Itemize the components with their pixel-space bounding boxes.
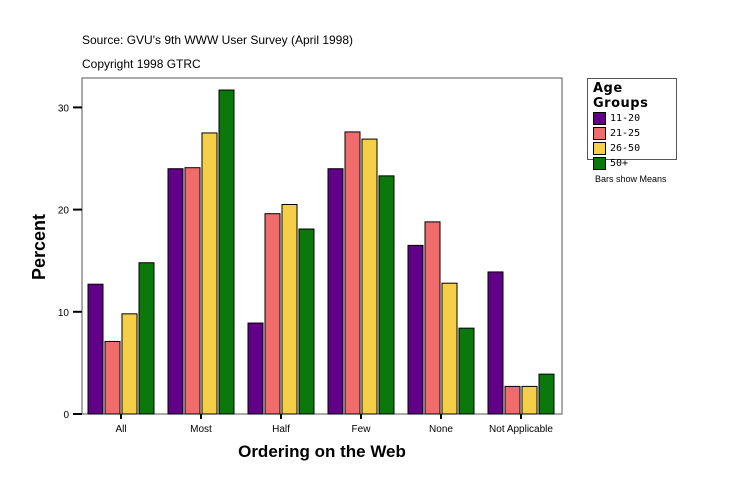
x-axis-label: Ordering on the Web <box>238 442 406 461</box>
legend-item: 26-50 <box>593 141 676 156</box>
legend-swatch <box>593 127 606 140</box>
bar-26-50-all <box>121 313 138 415</box>
plot-frame <box>81 77 563 415</box>
bar-11-20-all <box>87 283 104 415</box>
bar-50+-none <box>458 327 475 415</box>
bar-50+-half <box>298 228 315 415</box>
copyright-line: Copyright 1998 GTRC <box>82 57 201 71</box>
legend-swatch <box>593 157 606 170</box>
bar-21-25-half <box>264 213 281 415</box>
bar-26-50-most <box>201 132 218 415</box>
legend-swatch <box>593 142 606 155</box>
bar-50+-all <box>138 262 155 415</box>
x-tick-label: Most <box>190 424 212 435</box>
source-line: Source: GVU's 9th WWW User Survey (April… <box>82 33 354 47</box>
bar-11-20-not-applicable <box>487 271 504 415</box>
legend-item: 21-25 <box>593 126 676 141</box>
x-tick-label: Half <box>272 424 290 435</box>
bar-50+-most <box>218 89 235 415</box>
legend-item: 50+ <box>593 156 676 171</box>
bar-21-25-most <box>184 167 201 415</box>
bar-50+-not-applicable <box>538 373 555 415</box>
x-tick-label: All <box>115 424 126 435</box>
bar-21-25-few <box>344 131 361 415</box>
bar-26-50-half <box>281 203 298 415</box>
y-tick-label: 20 <box>58 206 70 217</box>
bars-note: Bars show Means <box>595 174 667 184</box>
legend-item: 11-20 <box>593 111 676 126</box>
bar-11-20-few <box>327 168 344 415</box>
y-tick-label: 0 <box>63 410 69 421</box>
y-tick-label: 10 <box>58 308 70 319</box>
legend-label: 26-50 <box>610 143 641 154</box>
legend-title: Age Groups <box>593 81 649 111</box>
bar-11-20-half <box>247 322 264 415</box>
bar-26-50-few <box>361 138 378 415</box>
legend-swatch <box>593 112 606 125</box>
x-tick-label: Few <box>352 424 372 435</box>
bar-21-25-all <box>104 340 121 415</box>
y-tick-label: 30 <box>58 103 70 114</box>
legend-label: 50+ <box>610 158 629 169</box>
x-tick-label: Not Applicable <box>489 424 553 435</box>
legend-label: 21-25 <box>610 128 641 139</box>
bar-50+-few <box>378 175 395 415</box>
y-axis-label: Percent <box>29 214 49 280</box>
bar-26-50-not-applicable <box>521 385 538 415</box>
x-tick-label: None <box>429 424 453 435</box>
bar-11-20-most <box>167 168 184 415</box>
bar-21-25-none <box>424 221 441 415</box>
legend: Age Groups 11-20 21-25 26-50 50+ <box>587 78 677 170</box>
bar-21-25-not-applicable <box>504 385 521 415</box>
bar-26-50-none <box>441 282 458 415</box>
legend-label: 11-20 <box>610 113 641 124</box>
bar-11-20-none <box>407 244 424 415</box>
